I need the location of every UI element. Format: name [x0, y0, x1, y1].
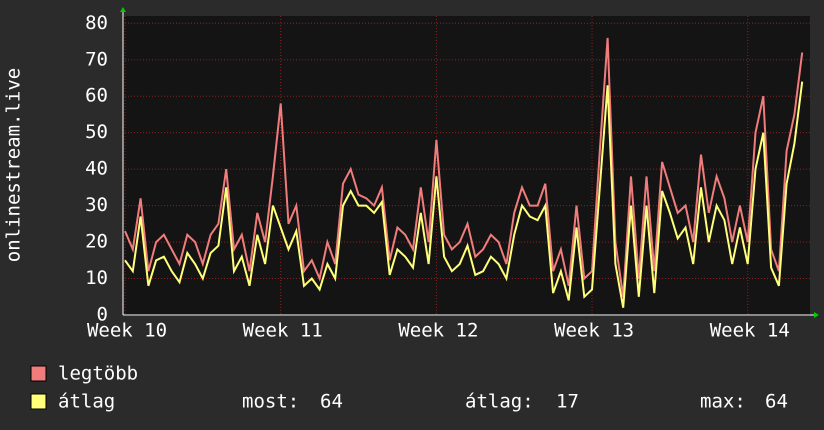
x-tick-label: Week 10: [87, 320, 167, 342]
stat-value: 64: [320, 391, 343, 413]
y-tick-label: 50: [85, 121, 108, 143]
stat-label: max:: [700, 391, 746, 413]
y-tick-label: 70: [85, 48, 108, 70]
x-tick-label: Week 14: [710, 320, 790, 342]
x-tick-label: Week 12: [398, 320, 478, 342]
legend-swatch: [30, 393, 47, 410]
y-axis-label: onlinestream.live: [3, 68, 25, 262]
arrow: [120, 7, 126, 12]
plot-area: [123, 16, 810, 316]
arrow: [814, 312, 819, 318]
y-tick-label: 80: [85, 12, 108, 34]
series-line: [124, 37, 804, 297]
y-tick-label: 40: [85, 158, 108, 180]
stat-label: átlag:: [465, 391, 534, 413]
legend-label: átlag: [58, 391, 115, 413]
y-tick-label: 30: [85, 194, 108, 216]
x-tick-label: Week 11: [243, 320, 323, 342]
y-tick-label: 0: [97, 304, 108, 326]
x-tick-label: Week 13: [554, 320, 634, 342]
stat-value: 17: [556, 391, 579, 413]
stat-value: 64: [765, 391, 788, 413]
legend-swatch: [30, 365, 47, 382]
y-tick-label: 10: [85, 267, 108, 289]
y-tick-label: 60: [85, 85, 108, 107]
y-tick-label: 20: [85, 231, 108, 253]
legend-label: legtöbb: [58, 363, 138, 385]
series-line: [124, 81, 804, 308]
stat-label: most:: [242, 391, 299, 413]
